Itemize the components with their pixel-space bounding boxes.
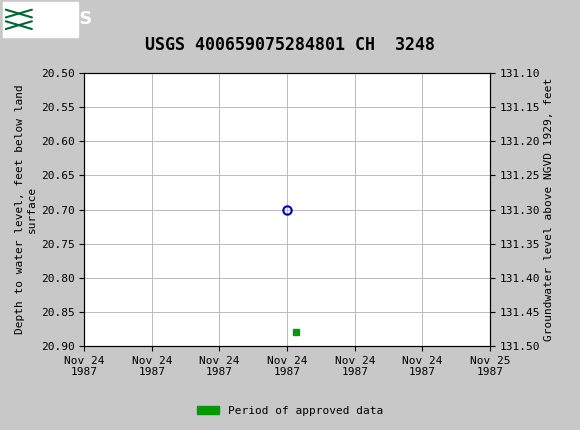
Text: USGS: USGS bbox=[38, 10, 93, 28]
Text: USGS 400659075284801 CH  3248: USGS 400659075284801 CH 3248 bbox=[145, 36, 435, 54]
Legend: Period of approved data: Period of approved data bbox=[193, 401, 387, 420]
Y-axis label: Groundwater level above NGVD 1929, feet: Groundwater level above NGVD 1929, feet bbox=[545, 78, 554, 341]
Y-axis label: Depth to water level, feet below land
surface: Depth to water level, feet below land su… bbox=[15, 85, 37, 335]
Bar bbox=[3, 2, 78, 37]
